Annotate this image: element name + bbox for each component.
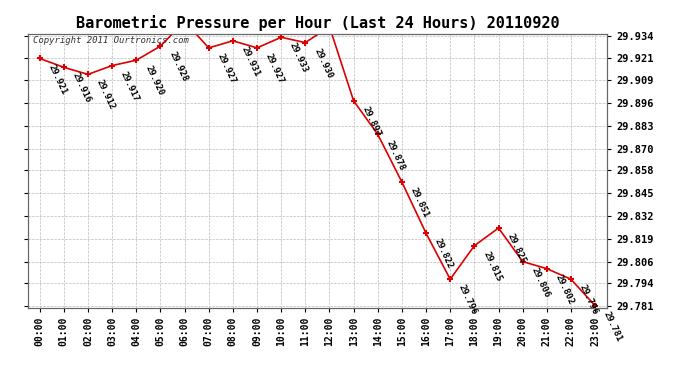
Text: 29.897: 29.897 <box>361 105 382 138</box>
Text: 29.912: 29.912 <box>95 78 117 112</box>
Text: 29.927: 29.927 <box>264 52 286 85</box>
Text: 29.917: 29.917 <box>119 70 141 103</box>
Text: 29.930: 29.930 <box>313 47 334 80</box>
Text: 29.939: 29.939 <box>0 374 1 375</box>
Text: 29.928: 29.928 <box>168 50 189 83</box>
Text: 29.916: 29.916 <box>71 72 92 105</box>
Text: 29.851: 29.851 <box>409 186 431 219</box>
Text: Copyright 2011 Ourtronics.com: Copyright 2011 Ourtronics.com <box>33 36 189 45</box>
Text: 29.931: 29.931 <box>240 45 262 78</box>
Text: 29.796: 29.796 <box>457 284 479 316</box>
Text: 29.822: 29.822 <box>433 237 455 270</box>
Text: 29.802: 29.802 <box>554 273 575 306</box>
Text: 29.927: 29.927 <box>216 52 237 85</box>
Text: 29.878: 29.878 <box>385 139 406 172</box>
Text: 29.920: 29.920 <box>144 64 165 98</box>
Text: 29.796: 29.796 <box>578 284 600 316</box>
Text: 29.815: 29.815 <box>482 250 503 283</box>
Text: 29.781: 29.781 <box>602 310 624 343</box>
Title: Barometric Pressure per Hour (Last 24 Hours) 20110920: Barometric Pressure per Hour (Last 24 Ho… <box>76 15 559 31</box>
Text: 29.806: 29.806 <box>530 266 551 299</box>
Text: 29.825: 29.825 <box>506 232 527 265</box>
Text: 29.921: 29.921 <box>47 63 68 96</box>
Text: 29.933: 29.933 <box>288 42 310 75</box>
Text: 29.942: 29.942 <box>0 374 1 375</box>
